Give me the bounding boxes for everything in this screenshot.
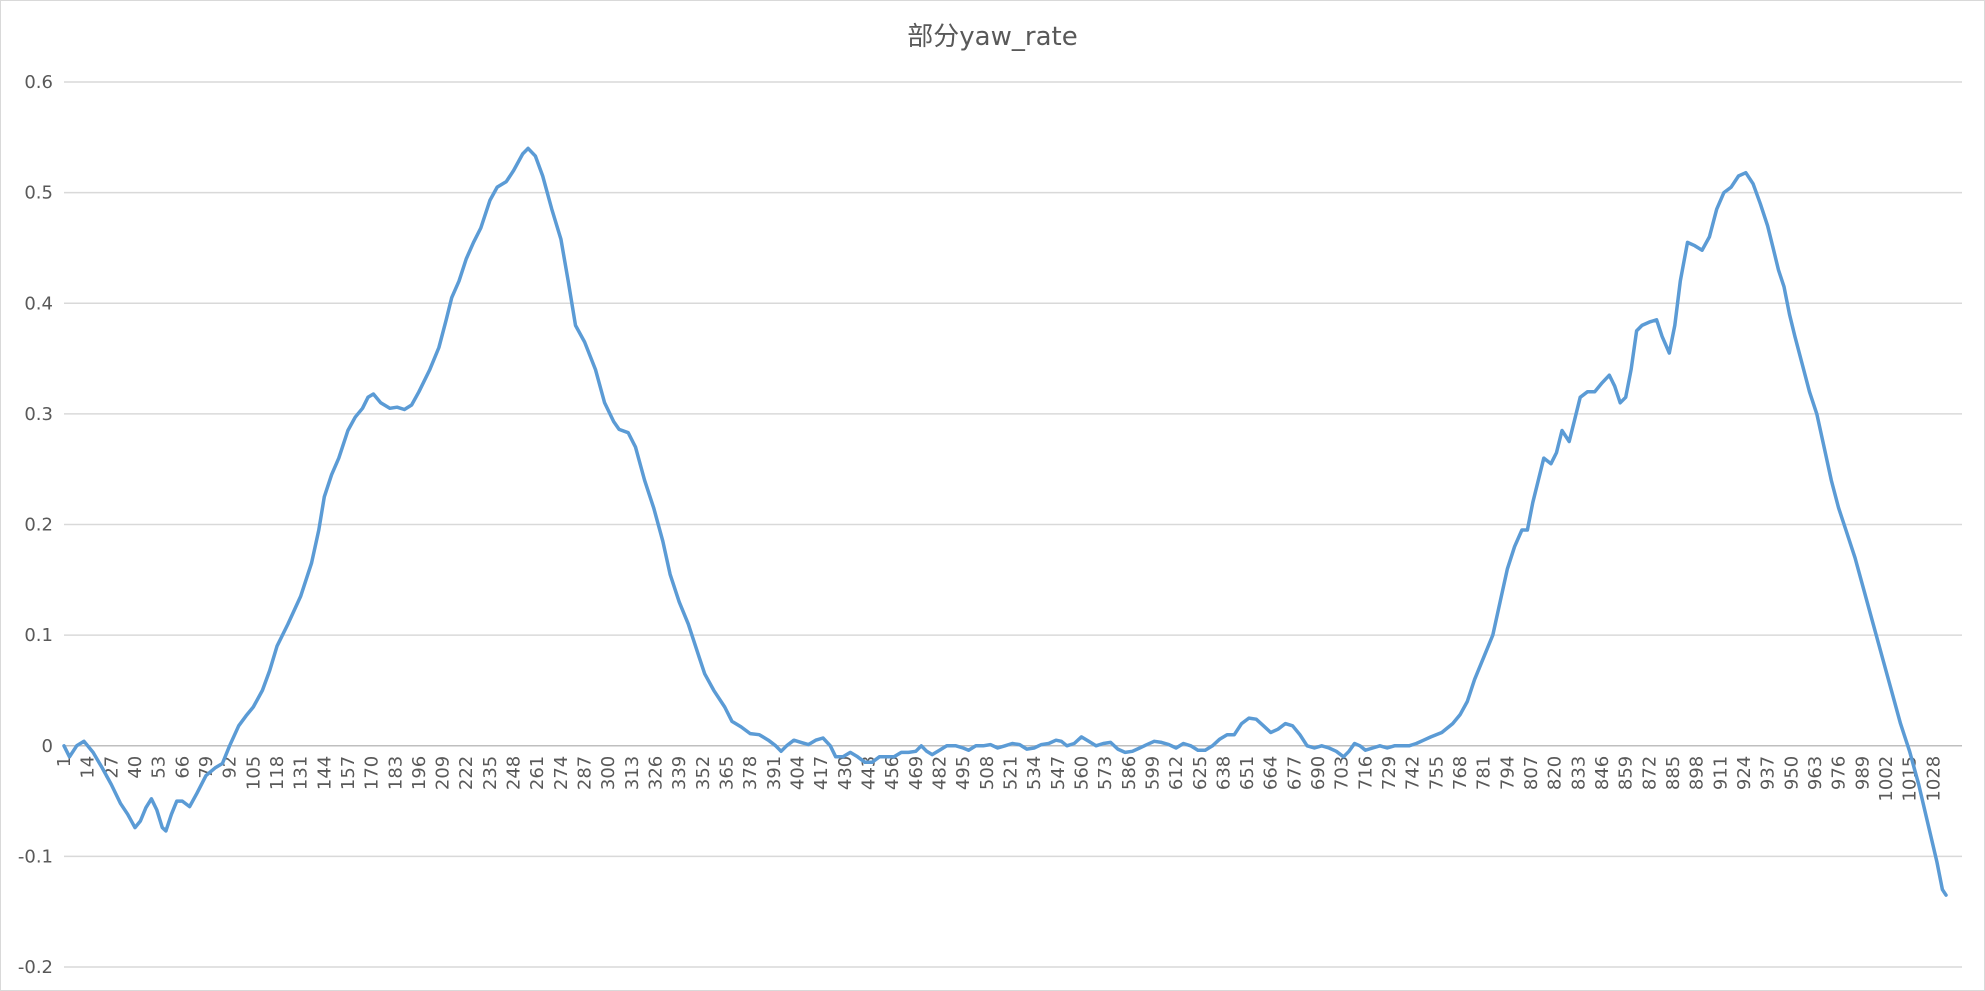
y-tick-label: 0.5 [24,183,53,204]
y-tick-label: 0.1 [24,625,53,646]
x-tick-label: 664 [1261,756,1282,790]
y-tick-label: 0.2 [24,515,53,536]
x-tick-label: 131 [291,756,312,790]
x-tick-label: 339 [669,756,690,790]
x-tick-label: 222 [456,756,477,790]
x-tick-label: 118 [267,756,288,790]
x-tick-label: 404 [788,756,809,790]
x-tick-label: 950 [1781,756,1802,790]
x-tick-label: 638 [1213,756,1234,790]
gridlines [64,81,1962,968]
x-tick-label: 521 [1000,756,1021,790]
y-tick-label: 0.4 [24,293,53,314]
chart-title: 部分yaw_rate [907,22,1078,52]
x-tick-label: 963 [1805,756,1826,790]
x-tick-label: 183 [385,756,406,790]
x-tick-label: 586 [1119,756,1140,790]
x-tick-label: 1 [54,756,75,767]
x-tick-label: 248 [504,756,525,790]
x-tick-label: 651 [1237,756,1258,790]
x-tick-label: 352 [693,756,714,790]
x-tick-label: 989 [1852,756,1873,790]
x-tick-label: 599 [1142,756,1163,790]
x-tick-label: 53 [149,756,170,779]
x-tick-label: 573 [1095,756,1116,790]
y-tick-label: 0.6 [24,72,53,93]
x-tick-label: 40 [125,756,146,779]
x-tick-label: 781 [1474,756,1495,790]
x-tick-label: 872 [1639,756,1660,790]
x-tick-label: 287 [575,756,596,790]
x-axis-labels: 1 14 27 40 53 66 79 92 105 118 131 144 157 170 183 196 2… [54,756,1944,802]
x-tick-label: 365 [717,756,738,790]
x-tick-label: 1028 [1923,756,1944,802]
x-tick-label: 924 [1734,756,1755,790]
x-tick-label: 443 [858,756,879,790]
x-tick-label: 677 [1284,756,1305,790]
x-tick-label: 729 [1379,756,1400,790]
x-tick-label: 235 [480,756,501,790]
x-tick-label: 690 [1308,756,1329,790]
x-tick-label: 508 [977,756,998,790]
x-tick-label: 326 [646,756,667,790]
x-tick-label: 560 [1071,756,1092,790]
x-tick-label: 794 [1497,756,1518,790]
x-tick-label: 820 [1545,756,1566,790]
x-tick-label: 105 [243,756,264,790]
x-tick-label: 66 [172,756,193,779]
x-tick-label: 755 [1426,756,1447,790]
series-layer [62,146,1948,897]
x-tick-label: 261 [527,756,548,790]
x-tick-label: 144 [314,756,335,790]
x-tick-label: 859 [1616,756,1637,790]
x-tick-label: 495 [953,756,974,790]
y-tick-label: 0.3 [24,404,53,425]
y-axis-labels: -0.2 -0.1 0 0.1 0.2 0.3 0.4 0.5 0.6 [18,72,53,978]
x-tick-label: 430 [835,756,856,790]
x-tick-label: 742 [1403,756,1424,790]
x-tick-label: 547 [1048,756,1069,790]
x-tick-label: 911 [1710,756,1731,790]
x-tick-label: 612 [1166,756,1187,790]
x-tick-label: 976 [1829,756,1850,790]
x-tick-label: 807 [1521,756,1542,790]
x-tick-label: 274 [551,756,572,790]
x-tick-label: 482 [929,756,950,790]
x-tick-label: 456 [882,756,903,790]
x-tick-label: 157 [338,756,359,790]
x-tick-label: 14 [78,756,99,779]
x-tick-label: 313 [622,756,643,790]
x-tick-label: 898 [1687,756,1708,790]
x-tick-label: 768 [1450,756,1471,790]
x-tick-label: 417 [811,756,832,790]
y-tick-label: -0.2 [18,957,53,978]
x-tick-label: 1002 [1876,756,1897,802]
x-tick-label: 846 [1592,756,1613,790]
x-tick-label: 833 [1568,756,1589,790]
x-tick-label: 378 [740,756,761,790]
x-tick-label: 209 [433,756,454,790]
x-tick-label: 196 [409,756,430,790]
y-tick-label: -0.1 [18,846,53,867]
x-tick-label: 534 [1024,756,1045,790]
x-tick-label: 937 [1758,756,1779,790]
x-tick-label: 703 [1332,756,1353,790]
series-line-0 [62,146,1948,897]
x-tick-label: 625 [1190,756,1211,790]
x-tick-label: 300 [598,756,619,790]
x-tick-label: 469 [906,756,927,790]
x-tick-label: 716 [1355,756,1376,790]
x-tick-label: 170 [362,756,383,790]
x-tick-label: 885 [1663,756,1684,790]
x-tick-label: 391 [764,756,785,790]
y-tick-label: 0 [42,736,53,757]
